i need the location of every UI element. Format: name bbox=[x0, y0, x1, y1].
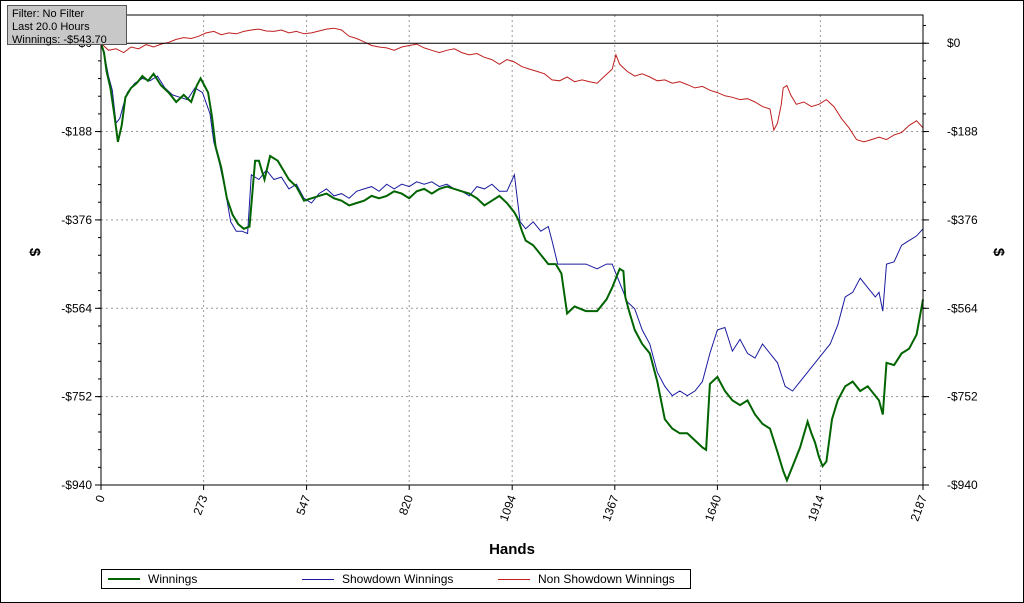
legend-item-showdown: Showdown Winnings bbox=[302, 570, 453, 588]
legend-swatch-winnings bbox=[108, 578, 140, 580]
filter-info-box: Filter: No Filter Last 20.0 Hours Winnin… bbox=[7, 5, 127, 46]
y-tick-label-right: -$940 bbox=[947, 478, 978, 492]
x-tick-label: 1914 bbox=[805, 493, 827, 523]
y-tick-label-right: -$376 bbox=[947, 213, 978, 227]
series-lines bbox=[100, 27, 924, 483]
y-tick-label-right: -$752 bbox=[947, 390, 978, 404]
y-tick-label-right: -$564 bbox=[947, 301, 978, 315]
legend-item-winnings: Winnings bbox=[108, 570, 197, 588]
legend-item-non-showdown: Non Showdown Winnings bbox=[498, 570, 675, 588]
y-tick-label-left: -$752 bbox=[61, 390, 92, 404]
x-tick-label: 820 bbox=[396, 493, 416, 517]
y-tick-label-left: -$940 bbox=[61, 478, 92, 492]
x-tick-label: 1640 bbox=[702, 493, 724, 523]
legend-swatch-non-showdown bbox=[498, 578, 530, 580]
x-tick-label: 2187 bbox=[908, 493, 930, 523]
x-tick-label: 1094 bbox=[497, 493, 519, 523]
y-tick-label-left: -$376 bbox=[61, 213, 92, 227]
series-line-non-showdown-winnings bbox=[100, 27, 924, 143]
y-tick-label-left: -$564 bbox=[61, 301, 92, 315]
x-axis-title: Hands bbox=[489, 541, 535, 558]
axis-ticks: 027354782010941367164019142187$0$0-$188-… bbox=[61, 25, 978, 523]
time-range-label: Last 20.0 Hours bbox=[12, 21, 90, 33]
x-tick-label: 273 bbox=[190, 493, 210, 517]
filter-label: Filter: No Filter bbox=[12, 8, 85, 20]
legend-label-winnings: Winnings bbox=[148, 572, 198, 586]
legend-label-non-showdown: Non Showdown Winnings bbox=[538, 572, 675, 586]
legend-label-showdown: Showdown Winnings bbox=[342, 572, 454, 586]
x-tick-label: 547 bbox=[293, 493, 313, 517]
y-tick-label-right: $0 bbox=[947, 36, 961, 50]
y-tick-label-left: -$188 bbox=[61, 125, 92, 139]
x-tick-label: 0 bbox=[92, 493, 108, 504]
y-axis-title-right: $ bbox=[990, 248, 1007, 257]
legend-swatch-showdown bbox=[302, 578, 334, 580]
y-tick-label-right: -$188 bbox=[947, 125, 978, 139]
winnings-total-label: Winnings: -$543.70 bbox=[12, 34, 107, 46]
legend: Winnings Showdown Winnings Non Showdown … bbox=[101, 569, 691, 589]
grid bbox=[101, 15, 923, 485]
x-tick-label: 1367 bbox=[599, 493, 621, 523]
series-line-winnings bbox=[100, 42, 924, 483]
y-axis-title-left: $ bbox=[26, 248, 43, 257]
